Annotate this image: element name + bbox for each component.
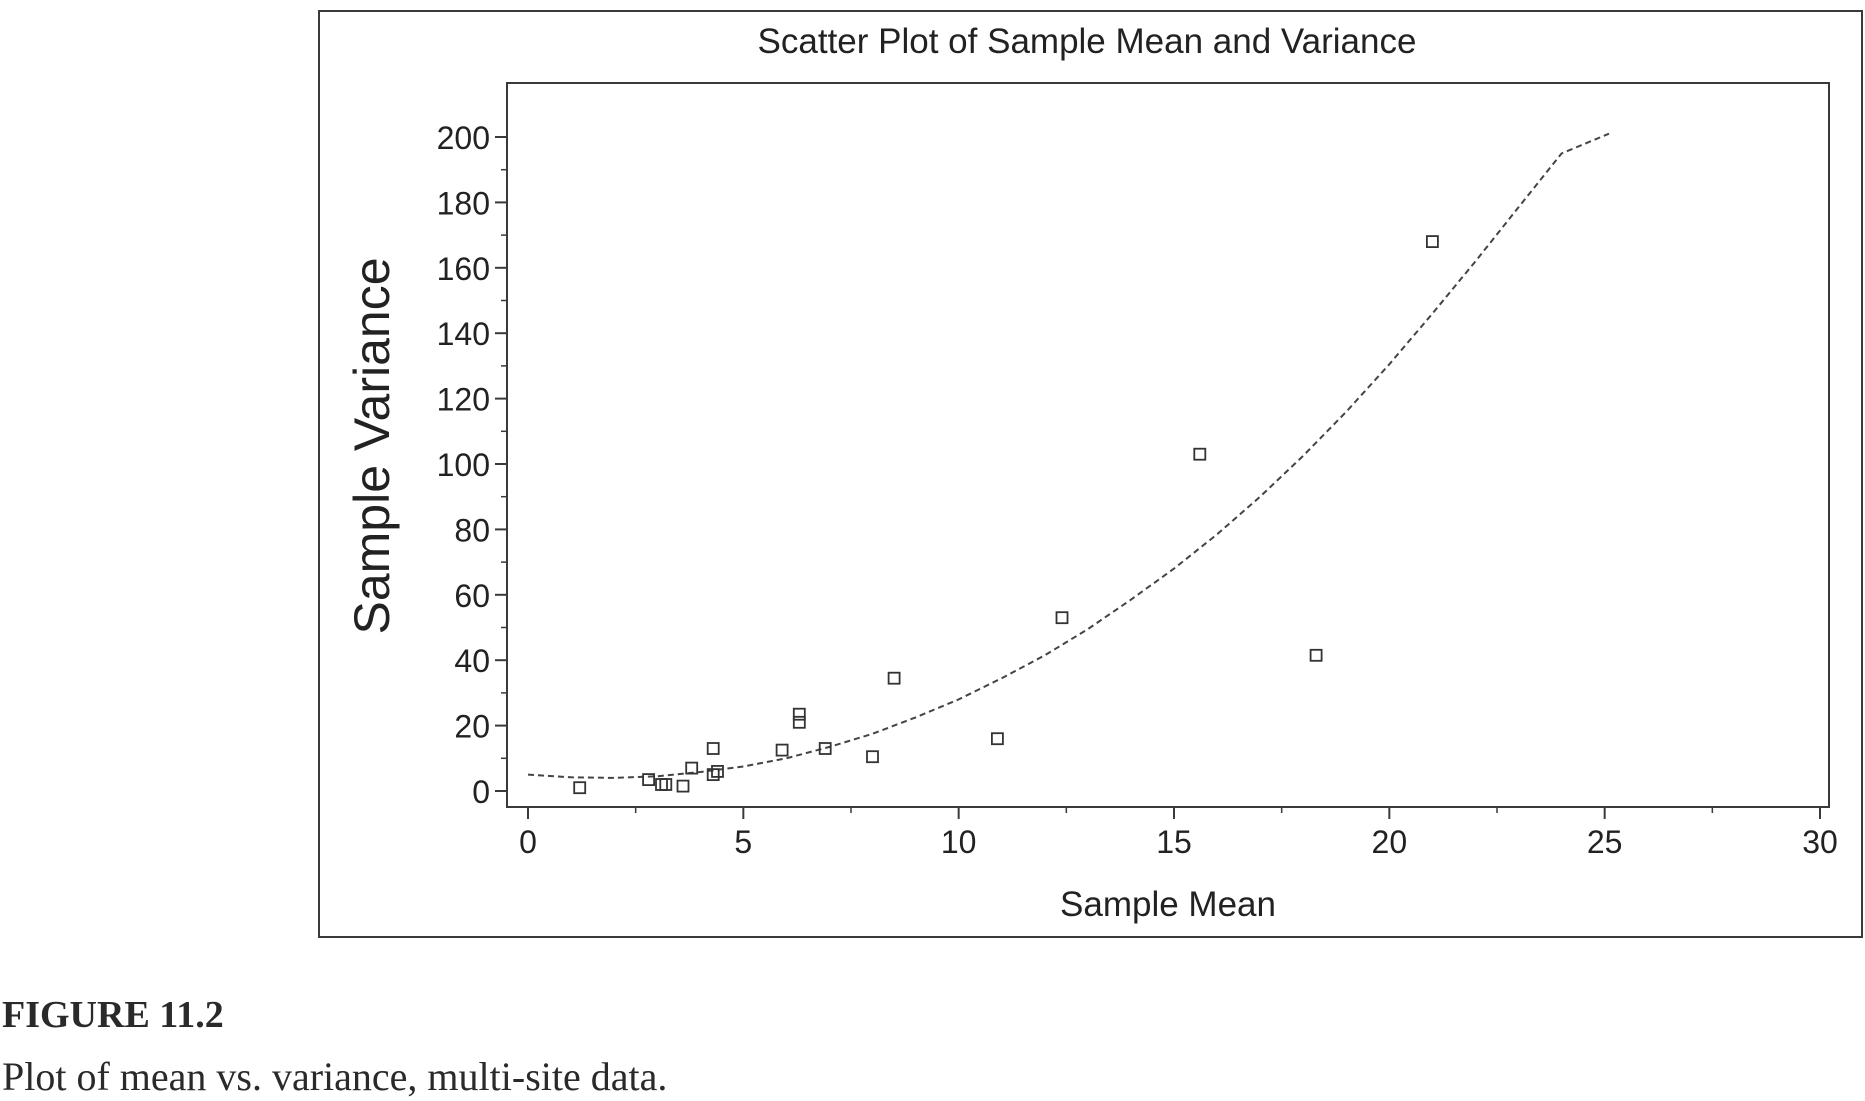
y-tick-label: 80 (454, 512, 490, 548)
y-tick-label: 120 (437, 382, 490, 418)
y-tick-label: 20 (454, 709, 490, 745)
x-tick-label: 25 (1587, 824, 1623, 860)
data-point (706, 742, 720, 755)
figure-label: FIGURE 11.2 (2, 994, 224, 1036)
y-tick-label: 100 (437, 447, 490, 483)
data-point (655, 778, 668, 791)
x-tick-label: 5 (734, 824, 752, 860)
data-points (573, 235, 1439, 795)
y-tick-label: 160 (437, 251, 490, 287)
data-point (642, 773, 655, 786)
scatter-chart: Scatter Plot of Sample Mean and Variance… (318, 10, 1863, 938)
data-point (706, 768, 720, 781)
chart-frame (318, 10, 1863, 938)
data-point (792, 715, 806, 729)
x-tick-label: 20 (1372, 824, 1408, 860)
x-tick-label: 30 (1802, 824, 1838, 860)
data-point (676, 779, 690, 793)
data-point (792, 707, 806, 721)
x-axis-ticks: 0 5 10 15 20 25 30 (519, 807, 1838, 860)
x-axis-label: Sample Mean (1060, 885, 1276, 924)
y-tick-label: 40 (454, 643, 490, 679)
plot-area (506, 82, 1830, 808)
fit-curve (527, 132, 1610, 779)
x-tick-label: 10 (941, 824, 977, 860)
figure-caption: Plot of mean vs. variance, multi-site da… (2, 1054, 668, 1099)
data-point (818, 742, 832, 755)
data-point (1309, 648, 1323, 662)
data-point (685, 761, 699, 775)
data-point (1193, 447, 1207, 461)
data-point (991, 732, 1004, 746)
y-tick-label: 0 (472, 774, 490, 810)
y-tick-label: 180 (437, 185, 490, 221)
x-tick-label: 15 (1156, 824, 1192, 860)
data-point (1426, 235, 1439, 249)
data-point (1055, 611, 1069, 625)
y-axis-label: Sample Variance (344, 257, 400, 634)
data-point (573, 781, 587, 795)
y-tick-label: 200 (437, 120, 490, 156)
data-point (659, 778, 673, 791)
y-tick-label: 60 (454, 578, 490, 614)
data-point (866, 750, 879, 764)
y-tick-label: 140 (437, 316, 490, 352)
data-point (711, 765, 724, 778)
x-tick-label: 0 (519, 824, 537, 860)
y-axis-ticks: 0 20 40 60 80 100 120 140 160 180 200 (437, 120, 507, 810)
data-point (887, 671, 901, 685)
data-point (775, 743, 789, 757)
chart-title: Scatter Plot of Sample Mean and Variance (758, 22, 1417, 61)
